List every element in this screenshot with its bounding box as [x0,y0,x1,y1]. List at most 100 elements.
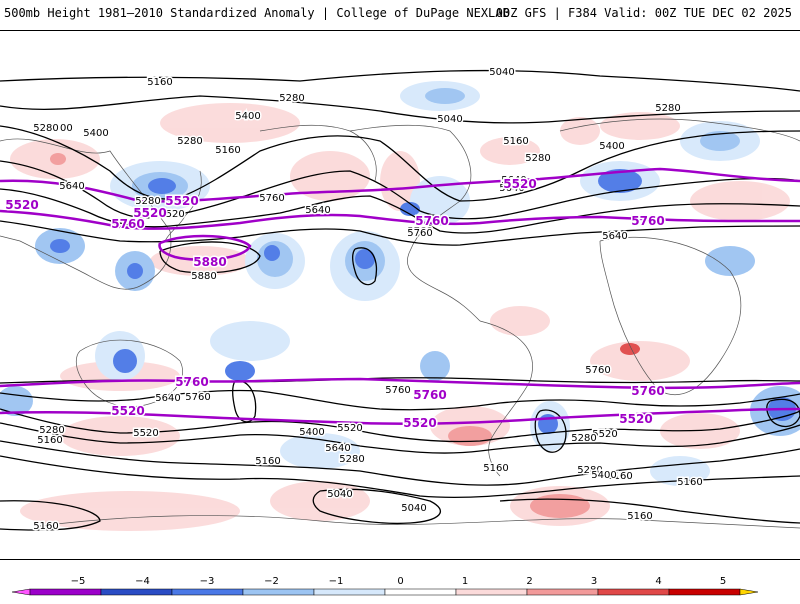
highlight-label: 5760 [111,217,144,231]
coastline-asia [0,138,172,290]
colorbar-segment [242,588,315,596]
colorbar-segment [597,588,670,596]
colorbar-tick-label: −4 [135,576,150,587]
height-label: 5160 [215,145,240,156]
height-label: 5640 [602,231,627,242]
anomaly-positive [590,341,690,381]
colorbar-segment [384,588,457,596]
height-contour [0,220,800,246]
height-label: 5280 [135,196,160,207]
anomaly-positive [270,481,370,521]
height-contour [0,69,800,92]
height-label: 5160 [33,521,58,532]
colorbar-svg: −5 −4 −3 −2 −1 0 1 2 3 4 5 [11,576,759,596]
colorbar-tick-label: −1 [329,576,344,587]
height-label: 5160 [503,136,528,147]
weather-map: 5160528050405400528054005160528054005040… [0,66,800,534]
height-label: 5760 [259,193,284,204]
height-label: 5160 [147,77,172,88]
highlight-contours [0,167,800,426]
colorbar-tick-label: 2 [526,576,532,587]
height-label: 5280 [279,93,304,104]
anomaly-positive [690,181,790,221]
highlight-label: 5760 [413,388,446,402]
anomaly-negative [127,263,143,279]
anomaly-negative [705,246,755,276]
anomaly-negative [598,169,642,193]
anomaly-shading [0,81,800,531]
height-label: 5160 [607,471,632,482]
header: 500mb Height 1981–2010 Standardized Anom… [0,0,800,30]
anomaly-positive [448,426,492,446]
anomaly-positive [620,343,640,355]
height-contour [0,408,800,443]
height-label: 5640 [59,181,84,192]
colorbar-segment [526,588,599,596]
anomaly-negative [355,249,375,269]
colorbar-segment [455,588,528,596]
highlight-label: 5520 [403,416,436,430]
colorbar-tick-label: 1 [462,576,468,587]
coastlines [0,118,800,529]
colorbar-segment [313,588,386,596]
map-title: 500mb Height 1981–2010 Standardized Anom… [4,6,510,20]
colorbar-tick-label: 3 [591,576,597,587]
highlight-label: 5880 [193,255,226,269]
height-label: 5640 [501,175,526,186]
height-label: 5280 [577,465,602,476]
height-contour [159,241,261,274]
height-label: 5400 [599,141,624,152]
colorbar-tick-label: −5 [71,576,86,587]
height-label: 5040 [489,67,514,78]
anomaly-negative [425,88,465,104]
height-contour [0,95,800,124]
height-label: 5160 [677,477,702,488]
height-label: 5760 [185,392,210,403]
height-contour [0,188,800,234]
colorbar-tick-label: −3 [200,576,215,587]
anomaly-positive [660,413,740,449]
highlight-label: 5520 [5,198,38,212]
highlight-contour [0,209,800,230]
height-label: 5280 [525,153,550,164]
height-label: 5400 [591,470,616,481]
colorbar-segment [668,588,741,596]
height-contour [499,498,800,524]
height-label: 5040 [401,503,426,514]
anomaly-negative [210,321,290,361]
height-label: 5040 [327,489,352,500]
colorbar-segment [100,588,173,596]
coastline-africa [599,236,742,396]
height-label: 5160 [255,456,280,467]
model-run-label: 00Z GFS | F384 Valid: 00Z TUE DEC 02 202… [495,6,792,20]
height-label: 5280 [39,425,64,436]
height-label: 5160 [483,463,508,474]
coastline-alaska [259,124,377,182]
height-contour [0,422,800,454]
height-contour [0,389,800,411]
height-contour [0,455,800,498]
height-label: 5520 [159,209,184,220]
height-label: 5760 [385,385,410,396]
anomaly-positive [50,153,66,165]
colorbar-tick-label: 0 [397,576,403,587]
anomaly-positive [490,306,550,336]
colorbar-tick-label: −2 [264,576,279,587]
height-contours [0,69,800,531]
height-label: 5280 [339,454,364,465]
height-label: 5520 [133,428,158,439]
highlight-label: 5520 [503,177,536,191]
anomaly-positive [560,117,600,145]
highlight-contour [0,407,800,426]
colorbar-segment [29,588,102,596]
height-contour [312,488,442,525]
anomaly-negative [225,361,255,381]
anomaly-positive [600,112,680,140]
height-label: 5760 [585,365,610,376]
height-contour [232,380,257,423]
anomaly-negative [264,245,280,261]
height-label: 5640 [499,183,524,194]
height-label: 5640 [325,443,350,454]
anomaly-negative [148,178,176,194]
anomaly-positive [60,416,180,456]
